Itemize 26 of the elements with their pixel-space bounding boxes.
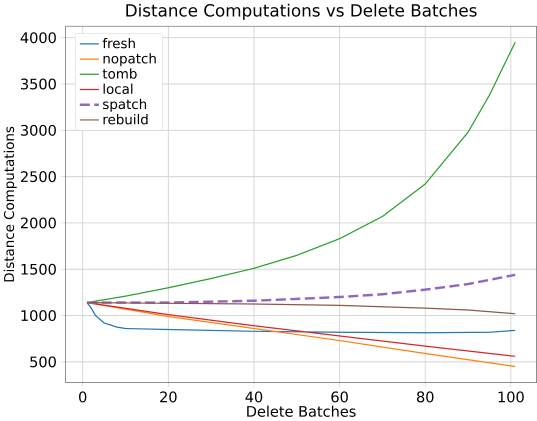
x-tick-label: 100: [498, 392, 524, 403]
legend-label: spatch: [103, 99, 146, 112]
legend-label: fresh: [102, 38, 135, 49]
line-series: [86, 274, 516, 304]
legend-label: tomb: [102, 68, 137, 79]
y-tick-label: 3500: [21, 78, 56, 90]
line-series: [86, 302, 516, 315]
x-axis-title: Delete Batches: [247, 406, 356, 418]
y-tick-label: 3000: [21, 125, 56, 136]
y-tick-label: 1000: [22, 310, 56, 322]
x-tick-label: 60: [331, 392, 348, 403]
x-tick-label: 40: [245, 392, 262, 403]
legend-label: rebuild: [104, 114, 148, 125]
y-tick-label: 500: [30, 356, 56, 368]
y-axis-title: Distance Computations: [4, 126, 17, 282]
line-series: [86, 302, 516, 334]
y-tick-label: 1500: [22, 264, 56, 275]
x-tick-label: 20: [160, 392, 177, 403]
legend-label: nopatch: [104, 53, 156, 66]
chart-title: Distance Computations vs Delete Batches: [126, 4, 477, 20]
x-tick-label: 0: [79, 392, 86, 403]
x-tick-label: 80: [416, 392, 434, 403]
y-tick-label: 4000: [20, 32, 56, 44]
y-tick-label: 2500: [20, 171, 56, 182]
legend-label: local: [104, 84, 132, 94]
y-tick-label: 2000: [20, 218, 56, 229]
